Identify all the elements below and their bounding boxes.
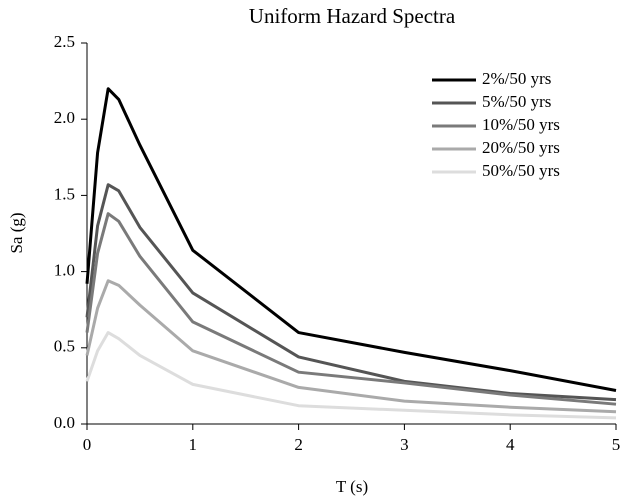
legend-label: 10%/50 yrs	[482, 115, 560, 134]
y-tick-label: 0.5	[54, 337, 75, 356]
y-axis-label: Sa (g)	[7, 212, 26, 253]
x-tick-label: 5	[612, 435, 620, 454]
chart-title: Uniform Hazard Spectra	[249, 4, 456, 28]
legend-label: 50%/50 yrs	[482, 161, 560, 180]
y-tick-label: 1.5	[54, 184, 75, 203]
legend-label: 5%/50 yrs	[482, 92, 551, 111]
legend-label: 2%/50 yrs	[482, 69, 551, 88]
x-tick-label: 1	[189, 435, 198, 454]
x-tick-label: 2	[294, 435, 303, 454]
y-tick-label: 0.0	[54, 413, 75, 432]
y-tick-label: 2.0	[54, 108, 75, 127]
line	[85, 87, 617, 392]
x-tick-label: 0	[83, 435, 92, 454]
line	[85, 331, 617, 420]
y-tick-label: 1.0	[54, 261, 75, 280]
line	[85, 279, 617, 414]
line	[85, 212, 617, 406]
x-tick-label: 3	[400, 435, 409, 454]
x-tick-label: 4	[506, 435, 515, 454]
x-axis-label: T (s)	[336, 477, 368, 496]
line	[85, 183, 617, 402]
y-tick-label: 2.5	[54, 32, 75, 51]
legend-label: 20%/50 yrs	[482, 138, 560, 157]
